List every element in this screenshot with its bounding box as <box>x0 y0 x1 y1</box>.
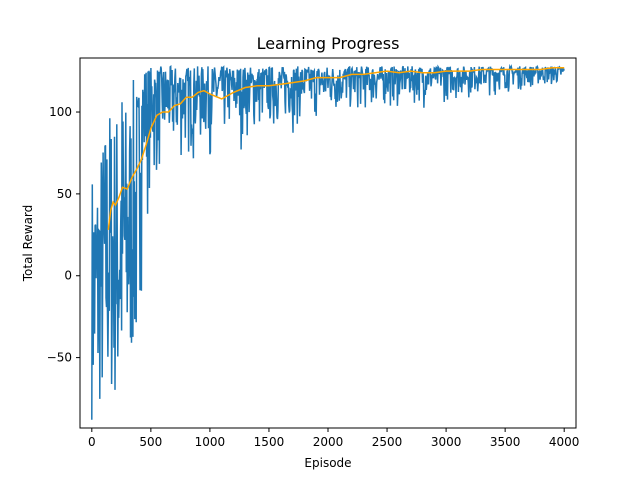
series-moving-average <box>107 67 565 230</box>
y-tick-label: −50 <box>47 351 72 365</box>
x-tick-label: 1500 <box>254 435 285 449</box>
x-tick-label: 500 <box>139 435 162 449</box>
x-axis-label: Episode <box>304 456 351 470</box>
x-axis: 0 500 1000 1500 2000 2500 3000 3500 4000 <box>88 428 579 449</box>
y-axis-label: Total Reward <box>21 205 35 283</box>
chart-title: Learning Progress <box>257 34 400 53</box>
x-tick-label: 2500 <box>372 435 403 449</box>
y-tick-label: 100 <box>49 105 72 119</box>
plot-area <box>91 63 565 420</box>
y-tick-label: 50 <box>57 187 72 201</box>
x-tick-label: 2000 <box>313 435 344 449</box>
x-tick-label: 1000 <box>195 435 226 449</box>
y-axis: −50 0 50 100 <box>47 105 80 365</box>
x-tick-label: 0 <box>88 435 96 449</box>
x-tick-label: 3500 <box>490 435 521 449</box>
x-tick-label: 3000 <box>431 435 462 449</box>
series-raw-reward <box>91 63 565 420</box>
y-tick-label: 0 <box>64 269 72 283</box>
x-tick-label: 4000 <box>549 435 580 449</box>
